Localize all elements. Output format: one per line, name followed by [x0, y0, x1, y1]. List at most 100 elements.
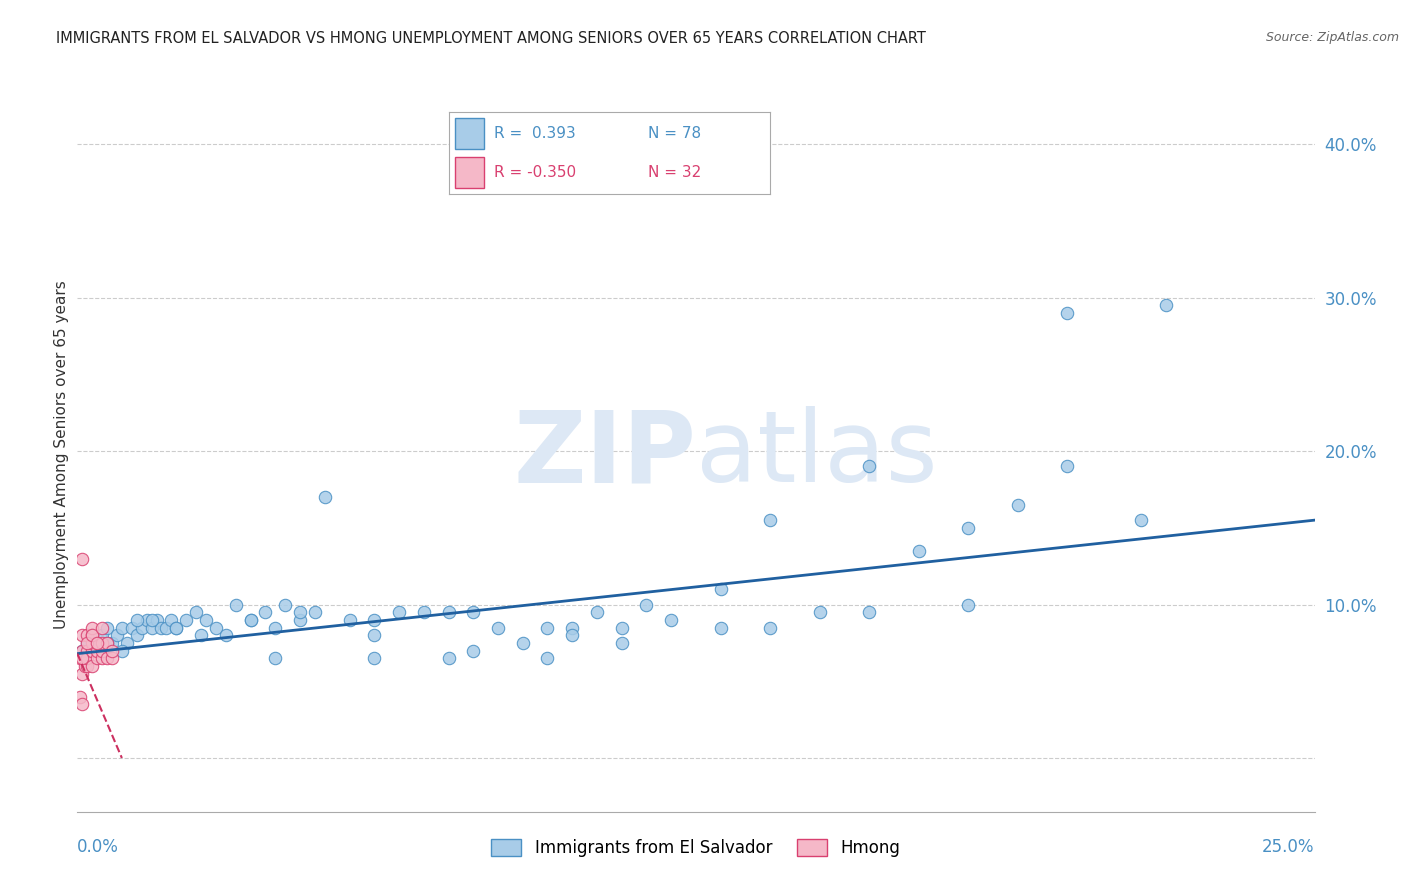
Point [907, 544, 929, 558]
Text: Source: ZipAtlas.com: Source: ZipAtlas.com [1265, 31, 1399, 45]
Point [659, 613, 682, 627]
Point [1056, 459, 1078, 474]
Point [111, 621, 134, 635]
Point [125, 613, 148, 627]
Point [710, 621, 733, 635]
Point [96, 621, 118, 635]
Point [72, 666, 94, 681]
Point [91, 636, 114, 650]
Point [111, 643, 134, 657]
Point [96, 636, 118, 650]
Point [91, 628, 114, 642]
Point [72, 651, 94, 665]
Point [91, 643, 114, 657]
Point [101, 643, 124, 657]
Point [72, 551, 94, 566]
Point [1130, 513, 1153, 527]
Point [82, 621, 104, 635]
Point [76, 643, 98, 657]
Point [82, 659, 104, 673]
Y-axis label: Unemployment Among Seniors over 65 years: Unemployment Among Seniors over 65 years [53, 281, 69, 629]
Point [561, 628, 583, 642]
Text: 25.0%: 25.0% [1263, 838, 1315, 856]
Point [86, 643, 108, 657]
Point [91, 621, 114, 635]
Point [586, 605, 609, 619]
Point [125, 628, 148, 642]
Point [437, 651, 460, 665]
Point [72, 698, 94, 712]
Point [808, 605, 831, 619]
Point [72, 643, 94, 657]
Legend: Immigrants from El Salvador, Hmong: Immigrants from El Salvador, Hmong [485, 832, 907, 864]
Text: 0.0%: 0.0% [77, 838, 120, 856]
Point [412, 605, 434, 619]
Point [141, 613, 163, 627]
Point [76, 636, 98, 650]
Point [288, 613, 311, 627]
Point [225, 598, 247, 612]
Point [86, 651, 108, 665]
Point [388, 605, 411, 619]
Point [160, 613, 183, 627]
Point [86, 636, 108, 650]
Point [195, 613, 218, 627]
Point [76, 628, 98, 642]
Point [141, 621, 163, 635]
Point [463, 643, 485, 657]
Point [121, 621, 143, 635]
Point [486, 621, 509, 635]
Point [101, 636, 124, 650]
Point [86, 636, 108, 650]
Point [82, 628, 104, 642]
Point [536, 621, 558, 635]
Point [512, 636, 534, 650]
Point [1154, 298, 1177, 312]
Point [105, 628, 128, 642]
Point [1007, 498, 1029, 512]
Point [957, 598, 980, 612]
Point [82, 636, 104, 650]
Point [858, 605, 880, 619]
Point [858, 459, 880, 474]
Point [254, 605, 277, 619]
Point [91, 651, 114, 665]
Point [363, 613, 385, 627]
Point [72, 628, 94, 642]
Point [239, 613, 262, 627]
Point [190, 628, 212, 642]
Point [363, 628, 385, 642]
Point [205, 621, 228, 635]
Point [145, 613, 167, 627]
Point [759, 621, 782, 635]
Point [73, 659, 96, 673]
Point [86, 636, 108, 650]
Point [957, 521, 980, 535]
Point [610, 621, 633, 635]
Point [1056, 306, 1078, 320]
Point [239, 613, 262, 627]
Point [72, 643, 94, 657]
Point [76, 659, 98, 673]
Point [76, 651, 98, 665]
Point [561, 621, 583, 635]
Point [174, 613, 197, 627]
Point [76, 636, 98, 650]
Point [69, 690, 91, 704]
Point [131, 621, 153, 635]
Point [274, 598, 297, 612]
Point [82, 628, 104, 642]
Point [610, 636, 633, 650]
Point [96, 636, 118, 650]
Point [135, 613, 157, 627]
Point [463, 605, 485, 619]
Text: atlas: atlas [696, 407, 938, 503]
Point [82, 643, 104, 657]
Point [339, 613, 361, 627]
Point [437, 605, 460, 619]
Point [314, 490, 336, 504]
Point [264, 621, 287, 635]
Point [264, 651, 287, 665]
Point [96, 651, 118, 665]
Point [82, 628, 104, 642]
